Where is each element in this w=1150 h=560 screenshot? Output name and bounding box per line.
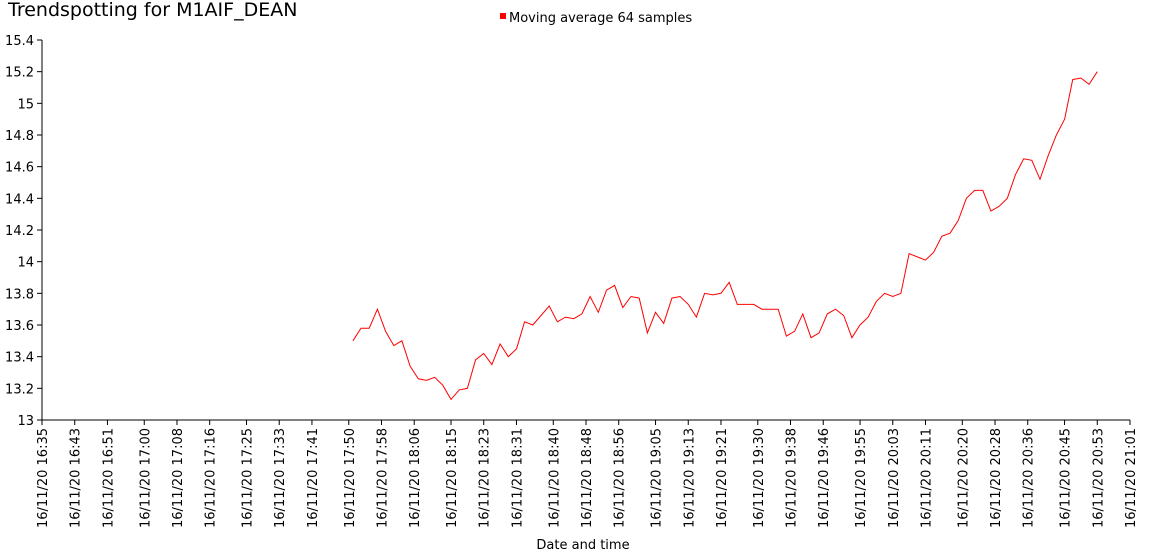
y-tick-label: 13.2 <box>5 382 34 397</box>
y-tick-label: 15 <box>17 97 34 112</box>
x-tick-label: 16/11/20 17:33 <box>273 428 288 528</box>
legend-label: Moving average 64 samples <box>509 11 692 26</box>
x-tick-label: 16/11/20 17:25 <box>241 428 256 528</box>
x-tick-label: 16/11/20 18:48 <box>580 428 595 528</box>
x-tick-label: 16/11/20 20:11 <box>919 428 934 528</box>
x-tick-label: 16/11/20 20:53 <box>1091 428 1106 528</box>
x-tick-label: 16/11/20 19:30 <box>752 428 767 528</box>
x-tick-label: 16/11/20 18:31 <box>510 428 525 528</box>
x-tick-label: 16/11/20 19:46 <box>817 428 832 528</box>
x-tick-label: 16/11/20 18:06 <box>408 428 423 528</box>
x-tick-label: 16/11/20 17:08 <box>171 428 186 528</box>
x-tick-label: 16/11/20 19:05 <box>650 428 665 528</box>
chart-title: Trendspotting for M1AIF_DEAN <box>7 0 297 21</box>
x-tick-label: 16/11/20 16:43 <box>69 428 84 528</box>
x-axis-label: Date and time <box>536 538 629 553</box>
x-tick-label: 16/11/20 16:51 <box>101 428 116 528</box>
x-tick-label: 16/11/20 19:21 <box>715 428 730 528</box>
x-tick-label: 16/11/20 21:01 <box>1124 428 1139 528</box>
x-tick-label: 16/11/20 18:40 <box>547 428 562 528</box>
y-tick-label: 14.6 <box>5 161 34 176</box>
x-tick-label: 16/11/20 19:55 <box>854 428 869 528</box>
x-tick-label: 16/11/20 20:03 <box>887 428 902 528</box>
x-tick-label: 16/11/20 19:38 <box>785 428 800 528</box>
x-tick-label: 16/11/20 18:56 <box>613 428 628 528</box>
x-tick-label: 16/11/20 17:00 <box>138 428 153 528</box>
x-tick-label: 16/11/20 17:41 <box>306 428 321 528</box>
y-tick-label: 14.4 <box>5 192 34 207</box>
y-tick-label: 13 <box>17 414 34 429</box>
y-tick-label: 13.6 <box>5 319 34 334</box>
x-tick-label: 16/11/20 18:23 <box>478 428 493 528</box>
y-tick-label: 15.2 <box>5 66 34 81</box>
y-tick-label: 15.4 <box>5 34 34 49</box>
y-tick-label: 13.4 <box>5 351 34 366</box>
y-tick-label: 14.2 <box>5 224 34 239</box>
x-tick-label: 16/11/20 20:45 <box>1059 428 1074 528</box>
x-tick-label: 16/11/20 18:15 <box>445 428 460 528</box>
x-tick-label: 16/11/20 20:20 <box>956 428 971 528</box>
y-tick-label: 14 <box>17 256 34 271</box>
x-tick-label: 16/11/20 20:28 <box>989 428 1004 528</box>
legend-swatch <box>500 13 506 19</box>
x-tick-label: 16/11/20 17:16 <box>204 428 219 528</box>
x-tick-label: 16/11/20 17:50 <box>343 428 358 528</box>
x-tick-label: 16/11/20 17:58 <box>375 428 390 528</box>
x-tick-label: 16/11/20 20:36 <box>1022 428 1037 528</box>
y-tick-label: 14.8 <box>5 129 34 144</box>
x-tick-label: 16/11/20 19:13 <box>682 428 697 528</box>
x-tick-label: 16/11/20 16:35 <box>36 428 51 528</box>
data-line <box>352 71 1098 401</box>
y-tick-label: 13.8 <box>5 287 34 302</box>
